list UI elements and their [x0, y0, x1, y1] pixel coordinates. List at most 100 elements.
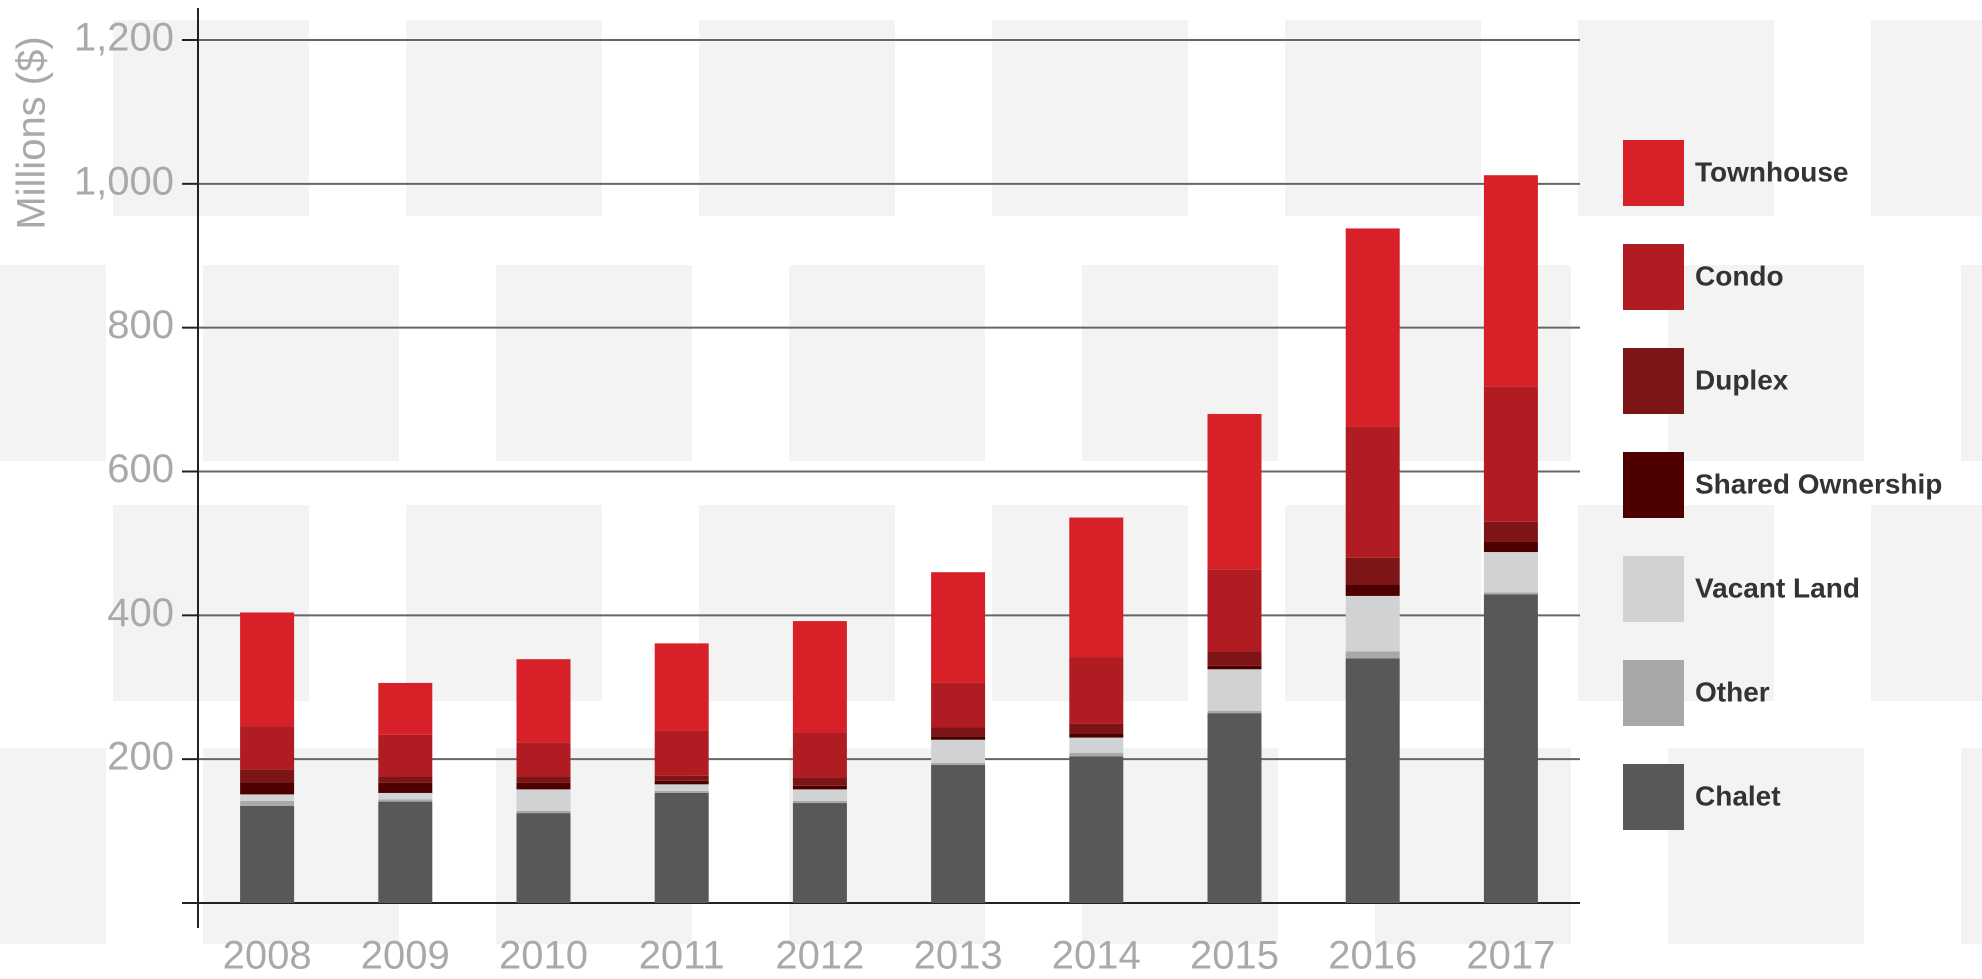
- bar-segment: [1345, 426, 1400, 558]
- bar-segment: [1207, 665, 1262, 670]
- legend-label: Condo: [1695, 260, 1784, 291]
- bar-segment: [1069, 737, 1124, 753]
- bar-segment: [931, 736, 986, 740]
- x-tick-label: 2014: [1052, 934, 1141, 978]
- bar-segment: [240, 782, 295, 795]
- legend-swatch: [1623, 244, 1684, 310]
- y-axis-label: Millions ($): [10, 36, 54, 229]
- bar-segment: [1483, 521, 1538, 542]
- bar-segment: [1069, 752, 1124, 757]
- bg-tile: [1871, 505, 1982, 701]
- bar-segment: [378, 782, 433, 793]
- bar-segment: [378, 734, 433, 777]
- bar-segment: [1345, 651, 1400, 659]
- bar-segment: [516, 810, 571, 814]
- bar-segment: [792, 800, 847, 804]
- y-tick-label: 1,200: [74, 16, 174, 60]
- bg-tile: [203, 748, 399, 944]
- bar-segment: [1207, 713, 1262, 903]
- x-tick-label: 2009: [361, 934, 450, 978]
- bar-segment: [931, 764, 986, 903]
- bar-segment: [1207, 652, 1262, 666]
- legend-label: Duplex: [1695, 364, 1789, 395]
- bar-segment: [378, 792, 433, 800]
- legend-swatch: [1623, 556, 1684, 622]
- bar-segment: [654, 790, 709, 793]
- y-tick-label: 800: [107, 303, 174, 347]
- bg-tile: [1961, 265, 1982, 461]
- y-tick-label: 400: [107, 591, 174, 635]
- x-tick-label: 2015: [1190, 934, 1279, 978]
- legend-label: Other: [1695, 676, 1770, 707]
- bg-tile: [1375, 748, 1571, 944]
- bar-segment: [654, 784, 709, 791]
- bar-segment: [1069, 657, 1124, 724]
- bar-segment: [931, 762, 986, 765]
- background-pattern: [0, 20, 1982, 944]
- y-tick-label: 200: [107, 735, 174, 779]
- y-tick-label: 600: [107, 447, 174, 491]
- bg-tile: [992, 20, 1188, 216]
- y-tick-label: 1,000: [74, 159, 174, 203]
- bar-segment: [1483, 592, 1538, 595]
- bar-segment: [1483, 175, 1538, 387]
- bg-tile: [789, 265, 985, 461]
- bg-tile: [1961, 748, 1982, 944]
- bar-segment: [1069, 517, 1124, 658]
- bar-segment: [792, 777, 847, 786]
- bar-segment: [240, 769, 295, 783]
- bar-segment: [654, 643, 709, 731]
- x-tick-label: 2011: [639, 934, 725, 978]
- bar-segment: [654, 780, 709, 785]
- bar-segment: [240, 794, 295, 801]
- bg-tile: [1375, 265, 1571, 461]
- bar-segment: [792, 803, 847, 903]
- bar-segment: [931, 727, 986, 737]
- bar-segment: [792, 789, 847, 801]
- bg-tile: [496, 265, 692, 461]
- bar-segment: [1207, 413, 1262, 570]
- bar-segment: [240, 612, 295, 727]
- bg-tile: [1668, 265, 1864, 461]
- legend-swatch: [1623, 348, 1684, 414]
- bg-tile: [406, 505, 602, 701]
- bar-segment: [654, 792, 709, 903]
- bar-segment: [378, 801, 433, 903]
- bg-tile: [699, 20, 895, 216]
- bar-segment: [931, 572, 986, 683]
- bar-segment: [1345, 658, 1400, 903]
- bar-segment: [516, 659, 571, 743]
- bar-segment: [516, 782, 571, 790]
- bg-tile: [1285, 20, 1481, 216]
- bar-segment: [516, 789, 571, 811]
- bar-segment: [1345, 595, 1400, 652]
- legend-label: Townhouse: [1695, 156, 1848, 187]
- bar-segment: [654, 775, 709, 781]
- bar-segment: [1207, 710, 1262, 714]
- legend-label: Vacant Land: [1695, 572, 1860, 603]
- bar-segment: [516, 742, 571, 777]
- bar-segment: [1483, 552, 1538, 593]
- legend-label: Shared Ownership: [1695, 468, 1942, 499]
- bg-tile: [406, 20, 602, 216]
- bar-segment: [1207, 669, 1262, 711]
- bar-segment: [1069, 723, 1124, 734]
- bar-segment: [931, 739, 986, 763]
- bar-segment: [240, 805, 295, 903]
- bar-segment: [1207, 569, 1262, 653]
- bar-segment: [654, 730, 709, 776]
- bar-segment: [1483, 386, 1538, 522]
- x-tick-label: 2016: [1328, 934, 1417, 978]
- bar-segment: [1069, 733, 1124, 738]
- bar-segment: [516, 813, 571, 903]
- bar-segment: [1345, 584, 1400, 596]
- bar-segment: [1483, 594, 1538, 903]
- bar-segment: [1345, 228, 1400, 427]
- bar-segment: [1069, 756, 1124, 903]
- legend-swatch: [1623, 452, 1684, 518]
- x-tick-label: 2017: [1466, 934, 1555, 978]
- bar-segment: [516, 776, 571, 783]
- bar-segment: [931, 682, 986, 728]
- bar-segment: [378, 776, 433, 783]
- bar-segment: [792, 732, 847, 778]
